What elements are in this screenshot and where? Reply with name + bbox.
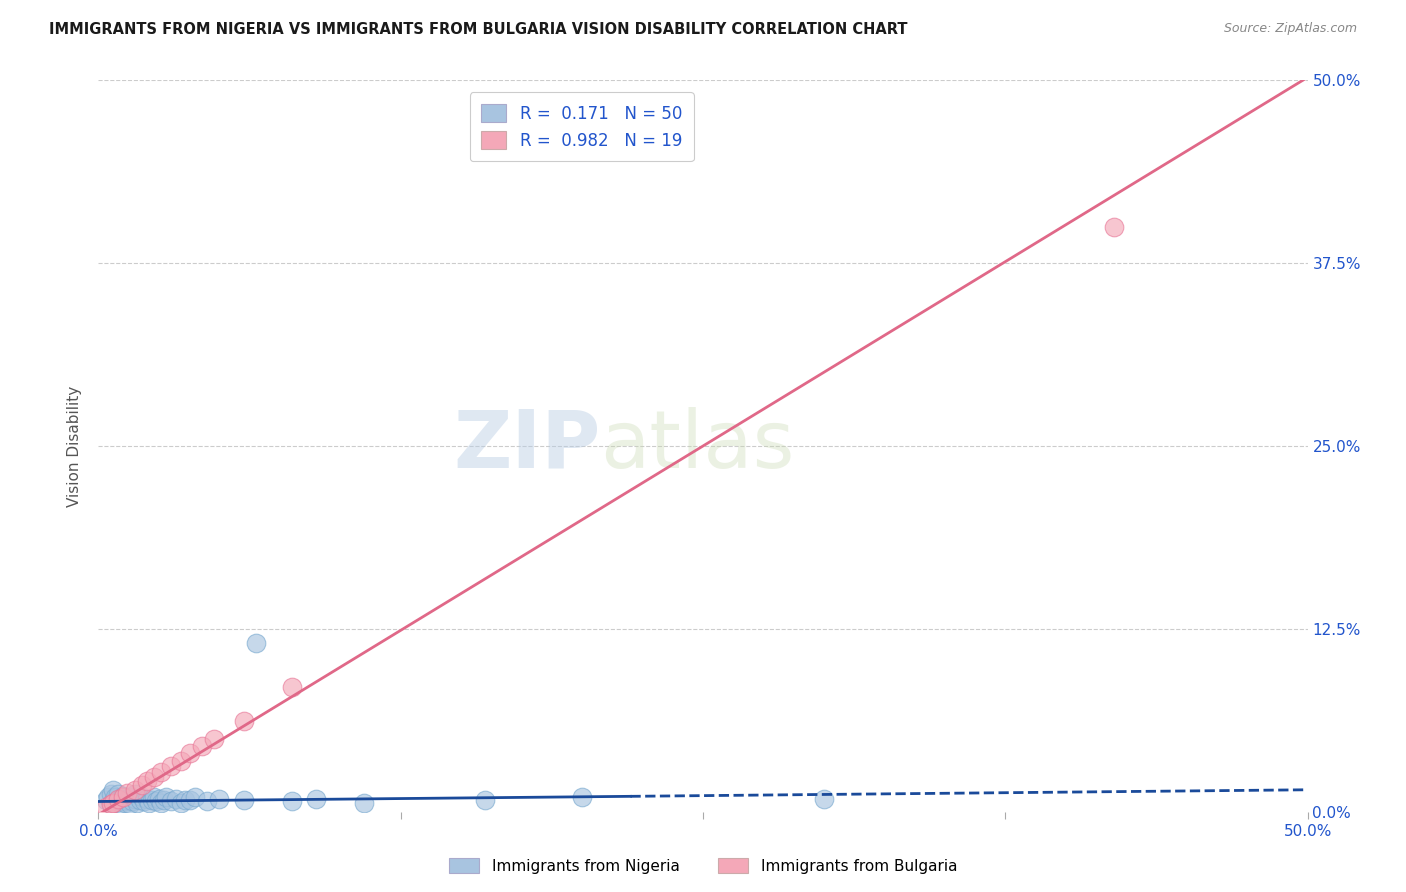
Y-axis label: Vision Disability: Vision Disability	[67, 385, 83, 507]
Point	[571, 790, 593, 805]
Point	[208, 791, 231, 805]
Point	[179, 793, 201, 807]
Point	[104, 796, 127, 810]
Point	[124, 782, 146, 797]
Text: Source: ZipAtlas.com: Source: ZipAtlas.com	[1223, 22, 1357, 36]
Point	[118, 797, 141, 812]
Point	[131, 778, 153, 792]
Point	[107, 791, 129, 805]
Point	[101, 782, 124, 797]
Point	[117, 793, 139, 807]
Point	[1102, 219, 1125, 234]
Point	[148, 791, 170, 805]
Point	[135, 791, 157, 805]
Point	[124, 787, 146, 801]
Point	[107, 793, 129, 807]
Point	[174, 793, 197, 807]
Point	[94, 800, 117, 814]
Point	[111, 789, 134, 803]
Point	[97, 790, 120, 805]
Point	[111, 790, 134, 805]
Point	[179, 746, 201, 760]
Text: atlas: atlas	[600, 407, 794, 485]
Point	[94, 793, 117, 807]
Point	[281, 681, 304, 695]
Point	[305, 791, 328, 805]
Point	[245, 636, 267, 650]
Point	[131, 790, 153, 805]
Point	[150, 765, 173, 780]
Point	[121, 795, 143, 809]
Point	[155, 790, 177, 805]
Point	[232, 793, 254, 807]
Text: ZIP: ZIP	[453, 407, 600, 485]
Point	[143, 790, 166, 805]
Text: IMMIGRANTS FROM NIGERIA VS IMMIGRANTS FROM BULGARIA VISION DISABILITY CORRELATIO: IMMIGRANTS FROM NIGERIA VS IMMIGRANTS FR…	[49, 22, 908, 37]
Point	[134, 795, 156, 809]
Point	[150, 796, 173, 810]
Point	[813, 791, 835, 805]
Point	[184, 790, 207, 805]
Point	[145, 795, 167, 809]
Point	[127, 796, 149, 810]
Point	[160, 795, 183, 809]
Point	[281, 795, 304, 809]
Point	[141, 793, 163, 807]
Point	[100, 797, 122, 812]
Point	[114, 796, 136, 810]
Point	[143, 770, 166, 784]
Point	[152, 793, 174, 807]
Point	[101, 795, 124, 809]
Point	[117, 786, 139, 800]
Point	[128, 793, 150, 807]
Point	[111, 795, 134, 809]
Point	[135, 774, 157, 789]
Point	[101, 796, 124, 810]
Point	[124, 791, 146, 805]
Point	[191, 739, 214, 753]
Point	[169, 796, 191, 810]
Point	[138, 796, 160, 810]
Point	[108, 797, 131, 812]
Point	[474, 793, 496, 807]
Point	[118, 790, 141, 805]
Point	[100, 797, 122, 812]
Point	[169, 754, 191, 768]
Point	[204, 731, 226, 746]
Point	[104, 790, 127, 805]
Legend: Immigrants from Nigeria, Immigrants from Bulgaria: Immigrants from Nigeria, Immigrants from…	[443, 852, 963, 880]
Point	[232, 714, 254, 728]
Point	[108, 791, 131, 805]
Legend: R =  0.171   N = 50, R =  0.982   N = 19: R = 0.171 N = 50, R = 0.982 N = 19	[470, 92, 693, 161]
Point	[107, 787, 129, 801]
Point	[160, 759, 183, 773]
Point	[100, 787, 122, 801]
Point	[195, 795, 218, 809]
Point	[353, 796, 375, 810]
Point	[165, 791, 187, 805]
